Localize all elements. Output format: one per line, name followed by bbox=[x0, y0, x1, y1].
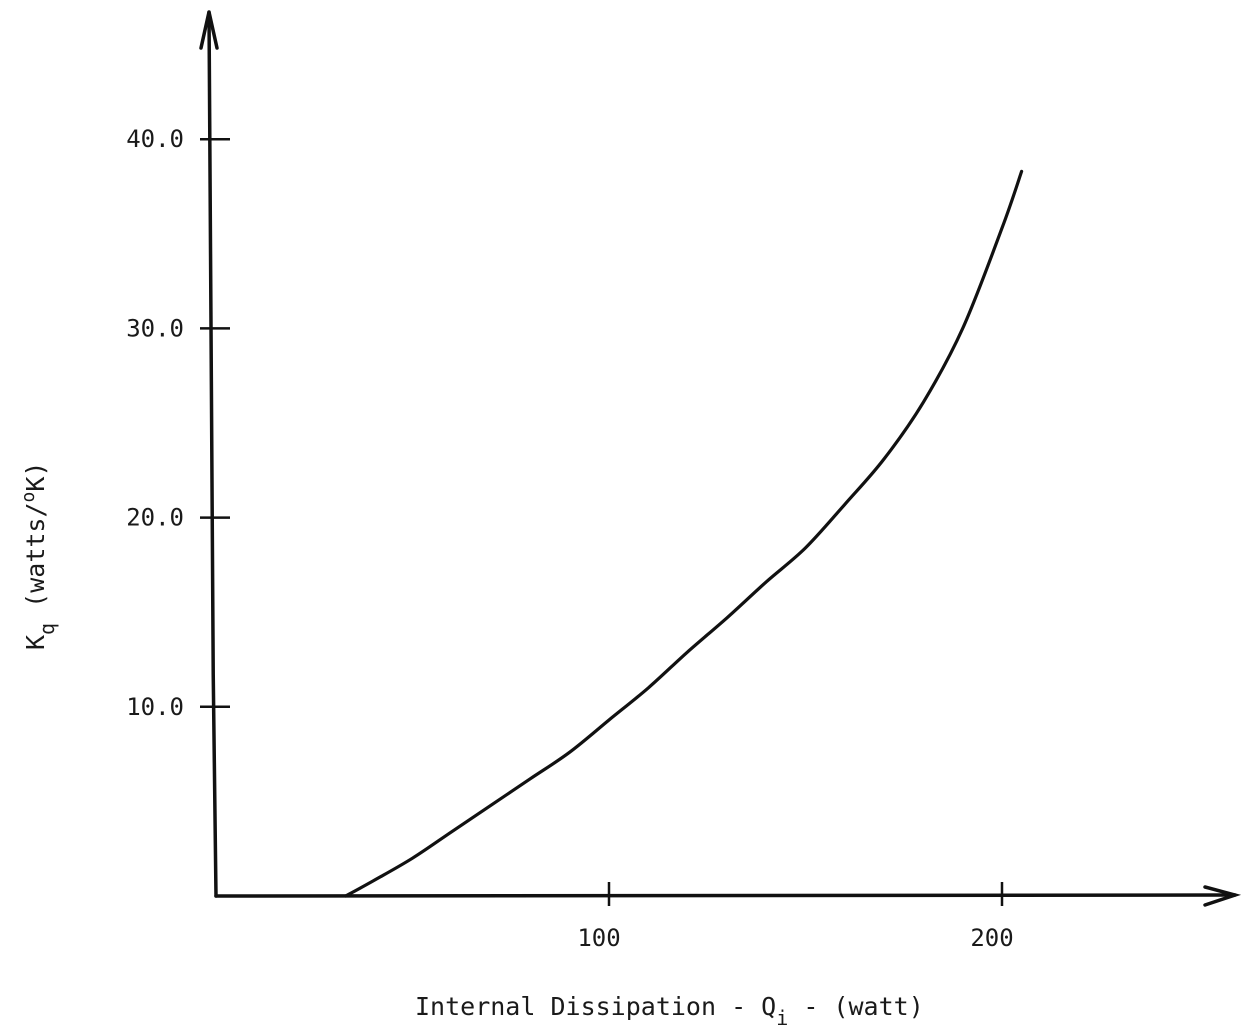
y-tick-label-3: 40.0 bbox=[126, 125, 184, 153]
x-tick-label-1: 200 bbox=[970, 924, 1013, 952]
plot-area: 10.0 20.0 30.0 40.0 100 200 bbox=[126, 10, 1242, 952]
x-axis-arrowhead bbox=[1203, 885, 1242, 907]
tick-labels: 10.0 20.0 30.0 40.0 100 200 bbox=[126, 125, 1013, 952]
y-tick-label-0: 10.0 bbox=[126, 693, 184, 721]
series-group bbox=[344, 169, 1024, 898]
x-tick-label-0: 100 bbox=[577, 924, 620, 952]
y-tick-label-1: 20.0 bbox=[126, 504, 184, 532]
x-axis-title: Internal Dissipation - Qi - (watt) bbox=[415, 992, 924, 1030]
y-axis-title: Kq (watts/oK) bbox=[18, 462, 59, 650]
y-axis-arrowhead bbox=[199, 11, 219, 50]
x-axis bbox=[214, 893, 1237, 898]
y-axis bbox=[207, 10, 218, 898]
y-tick-label-2: 30.0 bbox=[126, 314, 184, 342]
series-line-0 bbox=[344, 169, 1024, 898]
tick-marks bbox=[200, 137, 1004, 906]
